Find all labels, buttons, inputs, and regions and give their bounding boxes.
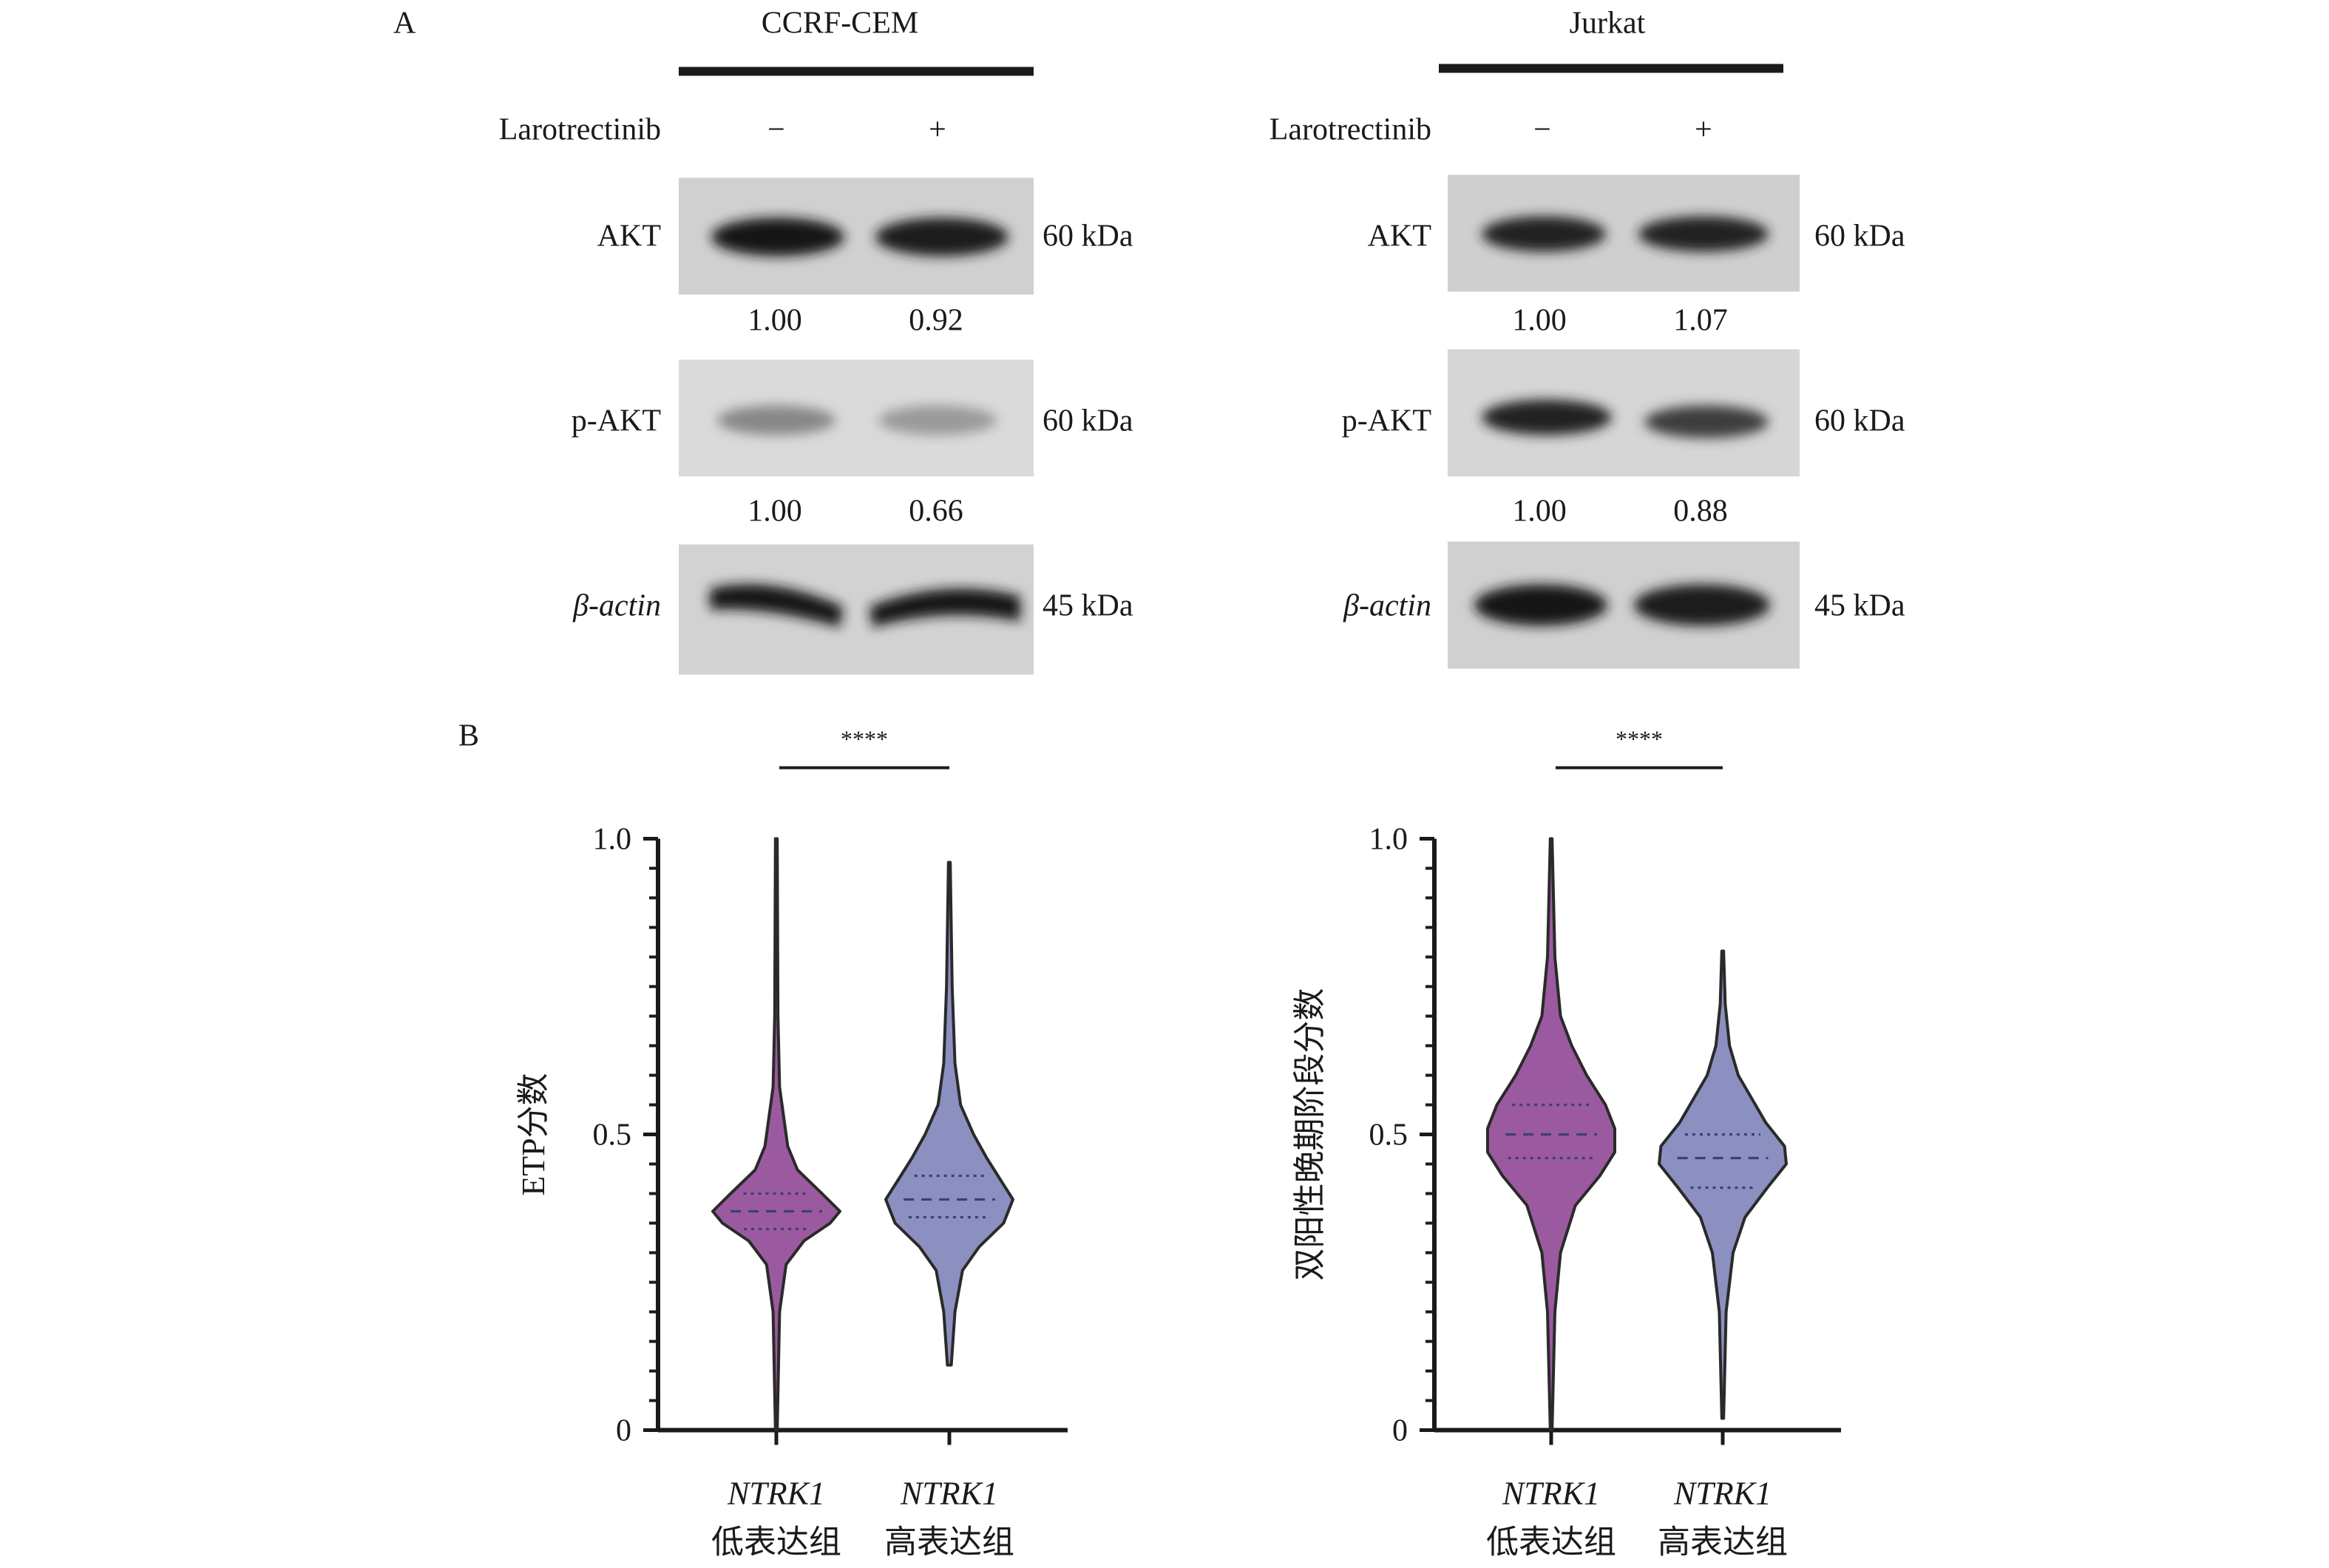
blot-row-p-akt: p-AKT 60 kDa 1.00 0.88 xyxy=(1342,349,1905,529)
violin-chart-dp-late-score: 0 0.5 1.0 双阳性晚期阶段分数 **** NTRK1 低表达组 NTRK1 高表达组 xyxy=(1292,726,1841,1561)
significance-stars: **** xyxy=(1616,726,1663,753)
x-category-group-label: 低表达组 xyxy=(711,1524,841,1561)
kda-label: 60 kDa xyxy=(1043,404,1133,438)
kda-label: 60 kDa xyxy=(1814,404,1905,438)
quant-lane-1: 1.00 xyxy=(747,304,802,338)
cell-line-bar xyxy=(1439,64,1783,73)
panel-b-label: B xyxy=(458,719,479,753)
y-tick-label: 0.5 xyxy=(593,1119,632,1153)
x-category-group-label: 高表达组 xyxy=(1658,1524,1788,1561)
protein-label: AKT xyxy=(1368,220,1431,254)
blot-row-beta-actin: β-actin 45 kDa xyxy=(1343,541,1905,669)
violin-chart-etp-score: 0 0.5 1.0 ETP分数 **** NTRK1 低表达组 NTRK1 高表达组 xyxy=(515,726,1068,1561)
x-category-gene-label: NTRK1 xyxy=(727,1476,825,1512)
violin-body xyxy=(1658,949,1788,1420)
quant-lane-1: 1.00 xyxy=(1512,304,1567,338)
quant-lane-2: 1.07 xyxy=(1673,304,1728,338)
band-lane-2 xyxy=(875,217,1008,257)
quant-lane-1: 1.00 xyxy=(1512,495,1567,529)
protein-label: β-actin xyxy=(1343,589,1431,623)
band-lane-1 xyxy=(711,217,844,257)
lane-sign-minus: − xyxy=(1533,113,1551,147)
cell-line-title: Jurkat xyxy=(1570,7,1646,41)
violin-body xyxy=(711,837,841,1432)
band-lane-2 xyxy=(869,588,1020,628)
band-lane-2 xyxy=(1644,405,1769,438)
lane-sign-minus: − xyxy=(767,113,785,147)
x-category-group-label: 低表达组 xyxy=(1486,1524,1616,1561)
band-lane-1 xyxy=(710,584,843,628)
x-category-gene-label: NTRK1 xyxy=(1502,1476,1600,1512)
treatment-label: Larotrectinib xyxy=(499,113,661,147)
y-axis-title: 双阳性晚期阶段分数 xyxy=(1292,988,1328,1281)
lane-sign-plus: + xyxy=(929,113,946,147)
panel-a-label: A xyxy=(393,7,416,41)
y-tick-label: 0.5 xyxy=(1369,1119,1408,1153)
y-tick-label: 0 xyxy=(616,1414,631,1448)
blot-row-beta-actin: β-actin 45 kDa xyxy=(572,544,1133,675)
blot-ccrf-cem: CCRF-CEM Larotrectinib − + AKT 60 kDa 1.… xyxy=(499,7,1133,675)
kda-label: 45 kDa xyxy=(1043,589,1133,623)
protein-label: p-AKT xyxy=(1342,404,1431,438)
protein-label: p-AKT xyxy=(572,404,661,438)
kda-label: 60 kDa xyxy=(1814,220,1905,254)
blot-row-akt: AKT 60 kDa 1.00 0.92 xyxy=(597,177,1133,338)
band-lane-1 xyxy=(1482,216,1606,252)
y-tick-label: 0 xyxy=(1392,1414,1408,1448)
kda-label: 45 kDa xyxy=(1814,589,1905,623)
band-lane-2 xyxy=(878,405,997,435)
blot-row-p-akt: p-AKT 60 kDa 1.00 0.66 xyxy=(572,359,1133,529)
blot-row-akt: AKT 60 kDa 1.00 1.07 xyxy=(1368,174,1905,338)
kda-label: 60 kDa xyxy=(1043,220,1133,254)
cell-line-title: CCRF-CEM xyxy=(762,7,918,41)
violin-body xyxy=(884,861,1014,1367)
lane-sign-plus: + xyxy=(1695,113,1712,147)
protein-label: AKT xyxy=(597,220,661,254)
y-tick-label: 1.0 xyxy=(1369,823,1408,857)
treatment-label: Larotrectinib xyxy=(1269,113,1431,147)
panel-b-violin-plots: B 0 0.5 1.0 ETP分数 **** NTRK1 低表达组 NTRK1 高表达组 0 0.… xyxy=(458,719,1841,1561)
band-lane-1 xyxy=(1474,584,1607,626)
band-lane-2 xyxy=(1634,584,1770,626)
y-tick-label: 1.0 xyxy=(593,823,632,857)
x-category-gene-label: NTRK1 xyxy=(900,1476,998,1512)
x-category-gene-label: NTRK1 xyxy=(1673,1476,1772,1512)
quant-lane-2: 0.88 xyxy=(1673,495,1728,529)
quant-lane-2: 0.92 xyxy=(909,304,963,338)
cell-line-bar xyxy=(679,67,1034,76)
band-lane-1 xyxy=(1482,399,1612,435)
y-axis-title: ETP分数 xyxy=(515,1073,552,1195)
protein-label: β-actin xyxy=(572,589,661,623)
significance-stars: **** xyxy=(841,726,888,753)
band-lane-1 xyxy=(717,405,835,435)
blot-jurkat: Jurkat Larotrectinib − + AKT 60 kDa 1.00… xyxy=(1269,7,1905,669)
panel-a-western-blots: A CCRF-CEM Larotrectinib − + AKT 60 kDa … xyxy=(393,7,1905,675)
band-lane-2 xyxy=(1638,216,1769,252)
quant-lane-2: 0.66 xyxy=(909,495,963,529)
quant-lane-1: 1.00 xyxy=(747,495,802,529)
x-category-group-label: 高表达组 xyxy=(884,1524,1014,1561)
